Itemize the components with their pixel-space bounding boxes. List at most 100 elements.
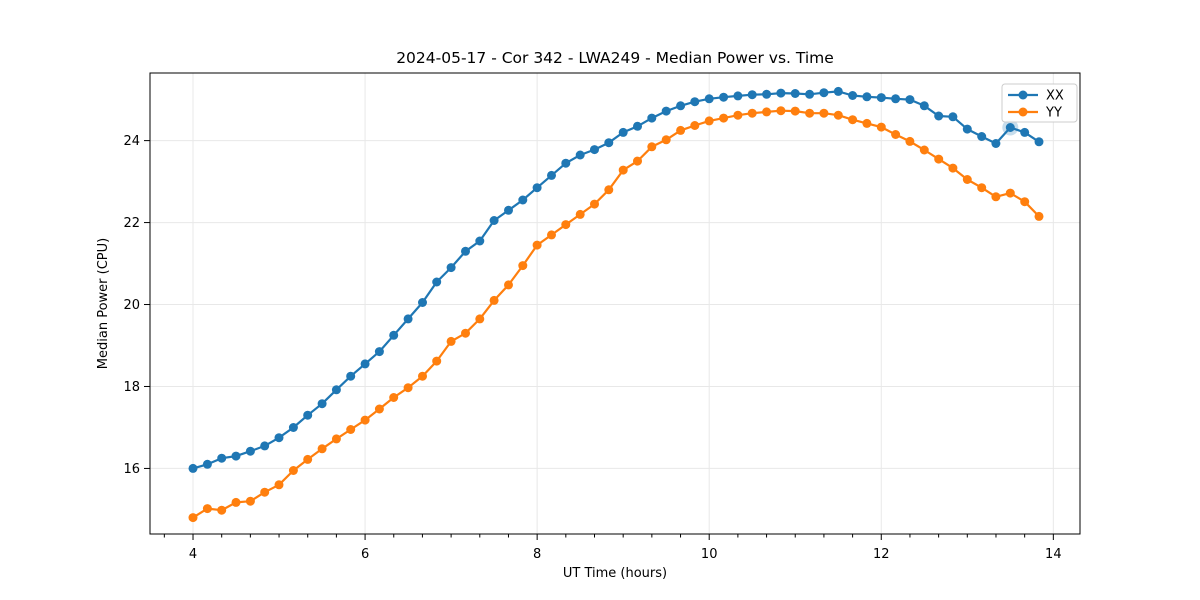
x-tick-label: 12 xyxy=(873,547,890,562)
x-tick-label: 10 xyxy=(701,547,718,562)
legend-frame xyxy=(1001,83,1078,123)
y-tick-label: 16 xyxy=(123,462,140,477)
series-yy-marker xyxy=(977,183,987,193)
x-axis-label: UT Time (hours) xyxy=(563,566,667,581)
series-xx-marker xyxy=(1005,123,1015,132)
legend-label: XX xyxy=(1046,89,1064,104)
series-xx-marker xyxy=(647,113,657,123)
series-yy-marker xyxy=(217,505,227,515)
series-xx-marker xyxy=(618,127,628,137)
series-xx-marker xyxy=(1034,137,1044,147)
series-xx-marker xyxy=(217,453,227,463)
y-tick-label: 24 xyxy=(123,134,140,149)
series-xx-marker xyxy=(374,347,384,357)
series-yy-marker xyxy=(704,116,714,126)
series-xx-marker xyxy=(446,263,456,273)
series-yy-marker xyxy=(618,165,628,175)
series-xx-marker xyxy=(805,89,815,99)
series-xx-marker xyxy=(532,183,542,193)
series-yy-marker xyxy=(432,356,442,366)
series-xx-marker xyxy=(360,359,370,369)
series-yy-marker xyxy=(403,383,413,393)
x-tick-label: 8 xyxy=(533,547,541,562)
series-xx-marker xyxy=(848,91,858,100)
series-xx-marker xyxy=(475,236,485,246)
series-yy-marker xyxy=(805,108,815,118)
series-xx xyxy=(188,86,1044,473)
axis-ticks xyxy=(144,140,1054,540)
grid-lines xyxy=(150,73,1080,534)
series-yy-marker xyxy=(561,220,571,230)
series-yy-marker xyxy=(1020,197,1030,207)
series-xx-marker xyxy=(188,463,198,473)
series-yy-marker xyxy=(762,107,772,117)
series-xx-marker xyxy=(948,112,958,122)
series-yy-marker xyxy=(862,118,872,128)
series-yy-marker xyxy=(231,497,241,507)
series-yy-marker xyxy=(202,504,212,514)
series-yy-marker xyxy=(288,466,298,475)
series-yy-marker xyxy=(647,142,657,152)
series-yy-marker xyxy=(833,110,843,120)
series-xx-marker xyxy=(790,89,800,98)
series-xx-marker xyxy=(518,195,528,205)
series-xx-marker xyxy=(403,314,413,324)
series-xx-marker xyxy=(489,216,499,225)
series-xx-marker xyxy=(690,97,700,107)
series-yy-marker xyxy=(819,108,829,118)
series-xx-marker xyxy=(862,92,872,102)
series-yy-marker xyxy=(504,280,513,290)
series-xx-marker xyxy=(934,111,944,121)
series-xx-marker xyxy=(762,89,772,99)
series-xx-marker xyxy=(346,371,356,381)
series-yy-marker xyxy=(489,295,499,305)
legend-marker-sample xyxy=(1018,107,1028,117)
y-tick-label: 20 xyxy=(123,298,140,313)
series-xx-marker xyxy=(719,92,729,102)
series-yy-marker xyxy=(848,115,858,125)
series-yy-marker xyxy=(790,106,800,116)
series-yy-marker xyxy=(360,415,370,425)
series-xx-marker xyxy=(633,121,642,131)
series-yy-marker xyxy=(690,121,700,130)
series-yy-marker xyxy=(374,404,384,414)
series-yy-marker xyxy=(260,487,270,497)
series-yy-marker xyxy=(919,145,929,155)
series-yy-marker xyxy=(604,185,614,195)
series-yy-marker xyxy=(418,371,427,381)
series-yy-marker xyxy=(776,106,786,116)
series-yy-marker xyxy=(188,513,198,523)
y-tick-label: 22 xyxy=(123,216,140,231)
series-xx-marker xyxy=(575,150,585,160)
series-xx-marker xyxy=(962,124,972,134)
legend-entry-yy: YY xyxy=(1008,106,1062,121)
series-xx-marker xyxy=(891,94,901,104)
series-xx-marker xyxy=(919,101,929,111)
series-yy-marker xyxy=(331,434,341,444)
series-yy-marker xyxy=(547,230,556,240)
series-xx-marker xyxy=(288,423,298,432)
series-yy-marker xyxy=(747,108,757,118)
series-xx-marker xyxy=(317,399,327,409)
series-yy-marker xyxy=(346,425,356,434)
legend: XX YY xyxy=(1001,83,1078,123)
series-xx-marker xyxy=(303,410,313,420)
series-yy-marker xyxy=(991,192,1001,202)
series-yy-marker xyxy=(389,393,399,402)
series-yy-marker xyxy=(876,122,886,132)
tick-labels: 4 6 8 10 12 14 16 18 20 22 24 xyxy=(123,134,1061,562)
series-xx-marker xyxy=(991,139,1001,148)
series-xx-marker xyxy=(704,94,714,104)
plot-spines xyxy=(149,72,1081,535)
series-xx-marker xyxy=(418,298,427,307)
series-xx-marker xyxy=(977,132,987,141)
series-xx-marker xyxy=(747,90,757,100)
series-yy-marker xyxy=(475,314,485,324)
series-xx-marker xyxy=(819,88,829,98)
series-xx-marker xyxy=(661,106,671,116)
x-tick-label: 6 xyxy=(361,547,369,562)
series-xx-marker xyxy=(202,459,212,469)
series-yy-marker xyxy=(446,336,456,346)
